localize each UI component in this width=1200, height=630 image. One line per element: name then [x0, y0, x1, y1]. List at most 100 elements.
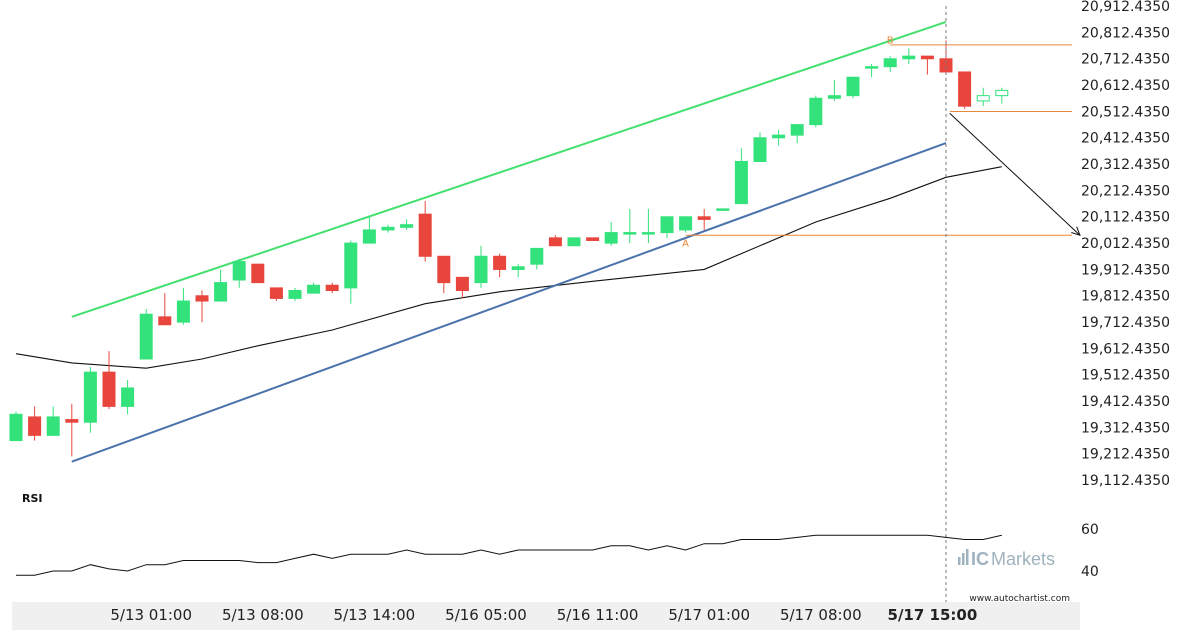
candle-body	[437, 255, 451, 284]
point-label: A	[682, 238, 689, 249]
y-tick-label: 19,112.4350	[1081, 473, 1170, 489]
candle-body	[232, 261, 246, 281]
candle	[846, 76, 860, 99]
candle	[158, 293, 172, 326]
candle-body	[902, 55, 916, 60]
x-tick-label: 5/13 08:00	[222, 606, 304, 624]
candle	[418, 200, 432, 262]
y-tick-label: 20,512.4350	[1081, 104, 1170, 120]
y-tick-label: 20,112.4350	[1081, 210, 1170, 226]
candle-body	[195, 295, 209, 302]
candle	[65, 403, 79, 457]
y-tick-label: 20,312.4350	[1081, 157, 1170, 173]
candle-body	[102, 371, 116, 407]
x-tick-label: 5/17 01:00	[668, 606, 750, 624]
candle	[679, 216, 693, 233]
candle	[604, 222, 618, 246]
point-labels-layer: AB	[682, 36, 894, 250]
candle-body	[920, 55, 934, 60]
y-tick-label: 19,712.4350	[1081, 315, 1170, 331]
y-tick-label: 20,912.4350	[1081, 0, 1170, 15]
candle	[586, 237, 600, 241]
candle	[139, 308, 153, 360]
candle	[83, 366, 97, 433]
x-tick-label: 5/17 08:00	[780, 606, 862, 624]
candle-body	[251, 263, 265, 284]
rsi-tick-label: 60	[1081, 522, 1099, 538]
candle	[995, 87, 1009, 104]
candle-body	[511, 266, 525, 270]
logo-suffix: Markets	[991, 549, 1055, 569]
candle-body	[325, 284, 339, 292]
candle-body	[455, 276, 469, 292]
candle-body	[269, 287, 283, 299]
y-tick-label: 20,012.4350	[1081, 236, 1170, 252]
candle	[344, 240, 358, 304]
x-tick-label: 5/13 01:00	[110, 606, 192, 624]
candle	[641, 208, 655, 244]
candle-body	[586, 237, 600, 241]
x-tick-label: 5/16 11:00	[557, 606, 639, 624]
candle	[232, 258, 246, 288]
candle-body	[307, 284, 321, 294]
icmarkets-logo: IC Markets	[958, 549, 1055, 569]
candle	[976, 87, 990, 107]
channel-layer	[71, 20, 947, 463]
y-axis: 20,912.4350 20,812.4350 20,712.4350 20,612.…	[1081, 0, 1170, 489]
candle-body	[865, 66, 879, 69]
x-tick-label: 5/17 15:00	[888, 606, 978, 624]
candle-body	[604, 232, 618, 244]
candle-body	[493, 255, 507, 270]
candle-body	[288, 290, 302, 299]
y-tick-label: 20,612.4350	[1081, 78, 1170, 94]
candle	[493, 253, 507, 278]
candle-body	[400, 224, 414, 228]
x-axis: 5/13 01:00 5/13 08:00 5/13 14:00 5/16 05:00…	[110, 606, 977, 624]
candle-body	[214, 282, 228, 302]
forecast-arrow-head	[1071, 226, 1081, 237]
candle	[455, 276, 469, 299]
candle-body	[530, 247, 544, 265]
candle-body	[939, 58, 953, 73]
y-tick-label: 19,512.4350	[1081, 368, 1170, 384]
candle	[474, 245, 488, 288]
y-tick-label: 19,212.4350	[1081, 447, 1170, 463]
candle	[362, 216, 376, 244]
candle-body	[28, 416, 42, 436]
candle-body	[660, 216, 674, 234]
candle-body	[976, 95, 990, 102]
candle	[195, 290, 209, 323]
y-tick-label: 19,412.4350	[1081, 394, 1170, 410]
lower-channel-line	[71, 142, 947, 463]
candle-body	[716, 208, 730, 211]
candle	[958, 71, 972, 109]
candle-body	[344, 242, 358, 289]
candle-body	[418, 213, 432, 257]
candle-body	[121, 387, 135, 407]
level-lines-layer	[685, 44, 1072, 236]
bar-chart-icon	[958, 549, 969, 565]
candle	[400, 219, 414, 230]
candle-body	[83, 371, 97, 423]
y-tick-label: 20,712.4350	[1081, 52, 1170, 68]
candle	[753, 132, 767, 162]
candle	[660, 216, 674, 238]
candle-body	[846, 76, 860, 97]
candle-body	[474, 255, 488, 284]
point-label: B	[887, 36, 894, 47]
candles-layer	[9, 40, 1009, 457]
candle	[437, 255, 451, 294]
candle	[46, 406, 60, 436]
y-tick-label: 20,212.4350	[1081, 183, 1170, 199]
candle	[809, 95, 823, 128]
candle-body	[697, 216, 711, 220]
rsi-label: RSI	[22, 492, 43, 505]
candle	[28, 406, 42, 441]
candle-body	[139, 313, 153, 360]
candle	[697, 208, 711, 230]
y-tick-label: 20,812.4350	[1081, 25, 1170, 41]
candle	[530, 247, 544, 270]
candle-body	[790, 124, 804, 136]
candle	[381, 224, 395, 233]
